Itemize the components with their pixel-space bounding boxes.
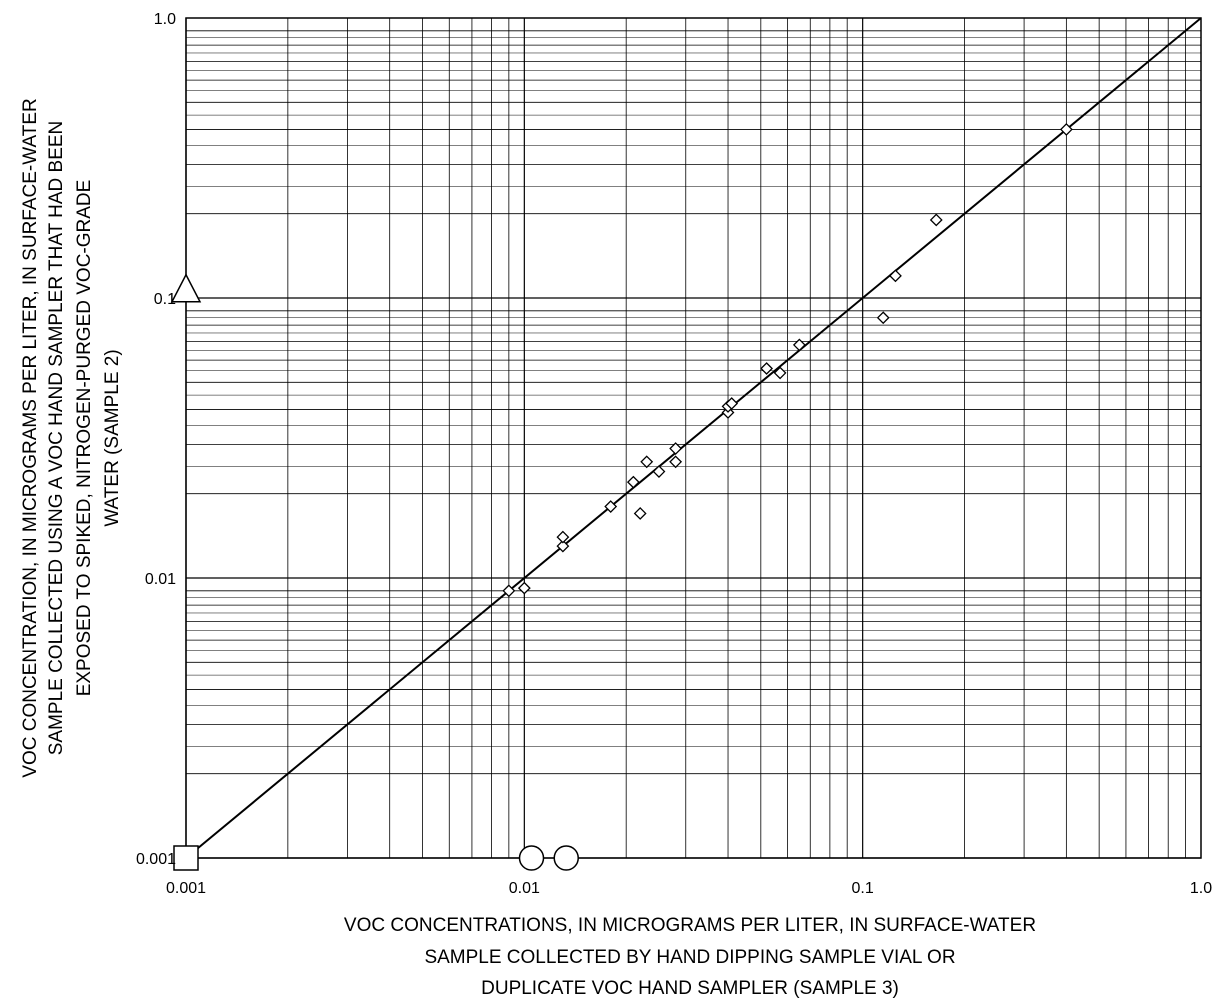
x-tick-label-0.1: 0.1 bbox=[852, 880, 874, 897]
data-point-diamond bbox=[556, 530, 570, 544]
data-point-diamond bbox=[517, 581, 531, 595]
data-point-diamond bbox=[652, 465, 666, 478]
data-point-diamond bbox=[604, 500, 618, 513]
x-axis-title-line-3: DUPLICATE VOC HAND SAMPLER (SAMPLE 3) bbox=[481, 978, 899, 999]
data-point-circle bbox=[518, 845, 545, 871]
y-axis-title-line-2: SAMPLE COLLECTED USING A VOC HAND SAMPLE… bbox=[46, 121, 67, 756]
x-axis-title-line-2: SAMPLE COLLECTED BY HAND DIPPING SAMPLE … bbox=[424, 947, 955, 968]
y-axis-title-line-4: WATER (SAMPLE 2) bbox=[102, 349, 123, 526]
data-point-diamond bbox=[626, 475, 640, 489]
y-tick-label-0.1: 0.1 bbox=[154, 291, 176, 308]
data-point-triangle bbox=[170, 273, 202, 303]
x-tick-label-1.0: 1.0 bbox=[1190, 880, 1212, 897]
data-point-circle bbox=[553, 845, 579, 871]
data-points bbox=[170, 123, 1073, 871]
grid-lines bbox=[185, 18, 1201, 859]
y-axis-title-line-3: EXPOSED TO SPIKED, NITROGEN-PURGED VOC-G… bbox=[74, 180, 95, 697]
data-point-diamond bbox=[1059, 123, 1073, 136]
data-point-diamond bbox=[669, 442, 683, 455]
data-point-diamond bbox=[792, 338, 806, 352]
y-axis-title-line-1: VOC CONCENTRATION, IN MICROGRAMS PER LIT… bbox=[20, 98, 41, 777]
y-tick-label-1.0: 1.0 bbox=[154, 11, 176, 28]
data-point-diamond bbox=[633, 507, 647, 520]
data-point-diamond bbox=[669, 455, 683, 469]
one-to-one-reference-line bbox=[185, 17, 1202, 859]
data-point-diamond bbox=[725, 397, 739, 410]
data-point-diamond bbox=[502, 584, 516, 598]
data-point-diamond bbox=[876, 311, 890, 325]
x-tick-label-0.01: 0.01 bbox=[509, 880, 540, 897]
data-point-diamond bbox=[556, 539, 570, 553]
data-point-square bbox=[173, 845, 199, 871]
x-tick-label-0.001: 0.001 bbox=[166, 880, 206, 897]
y-tick-label-0.01: 0.01 bbox=[145, 571, 176, 588]
plot-frame bbox=[185, 17, 1202, 859]
data-point-diamond bbox=[929, 213, 943, 227]
data-point-diamond bbox=[760, 362, 774, 375]
data-point-diamond bbox=[640, 455, 654, 469]
data-point-diamond bbox=[773, 366, 787, 380]
x-axis-title-line-1: VOC CONCENTRATIONS, IN MICROGRAMS PER LI… bbox=[344, 915, 1036, 936]
y-tick-label-0.001: 0.001 bbox=[136, 851, 176, 868]
data-point-diamond bbox=[889, 269, 902, 283]
